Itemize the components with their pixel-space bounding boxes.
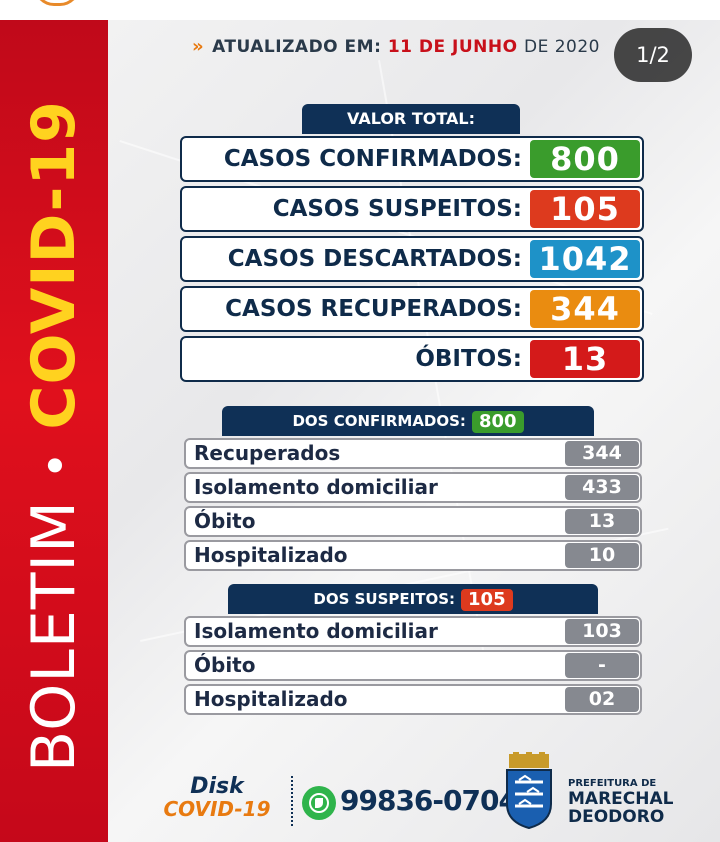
total-value: 800 <box>530 140 640 178</box>
suspected-header-label: DOS SUSPEITOS: <box>313 590 456 608</box>
detail-value: - <box>565 653 639 678</box>
detail-value: 10 <box>565 543 639 568</box>
confirmed-count-badge: 800 <box>471 410 524 433</box>
total-value: 1042 <box>530 240 640 278</box>
suspected-row: Isolamento domiciliar 103 <box>184 616 642 647</box>
sidebar-banner: BOLETIM • COVID-19 <box>0 20 108 842</box>
confirmed-row: Óbito 13 <box>184 506 642 537</box>
story-ring-icon <box>34 0 80 6</box>
detail-label: Isolamento domiciliar <box>194 619 438 643</box>
title-boletim: BOLETIM <box>19 500 89 772</box>
detail-value: 13 <box>565 509 639 534</box>
total-value: 344 <box>530 290 640 328</box>
total-row-deaths: ÓBITOS: 13 <box>180 336 644 382</box>
chevron-right-double-icon: » <box>192 36 203 57</box>
city-crest-icon <box>506 752 552 830</box>
top-strip <box>0 0 720 20</box>
updated-year: DE 2020 <box>524 37 600 57</box>
total-row-discarded: CASOS DESCARTADOS: 1042 <box>180 236 644 282</box>
detail-value: 02 <box>565 687 639 712</box>
confirmed-header-label: DOS CONFIRMADOS: <box>292 412 466 430</box>
total-header: VALOR TOTAL: <box>302 104 520 134</box>
covid-bulletin-poster: BOLETIM • COVID-19 » ATUALIZADO EM: 11 DE … <box>0 20 720 842</box>
total-value: 13 <box>530 340 640 378</box>
detail-value: 103 <box>565 619 639 644</box>
detail-label: Recuperados <box>194 441 341 465</box>
phone-number[interactable]: 99836-0704 <box>340 784 518 817</box>
detail-value: 344 <box>565 441 639 466</box>
detail-label: Isolamento domiciliar <box>194 475 438 499</box>
org-line-2: MARECHAL <box>568 789 674 809</box>
total-row-recovered: CASOS RECUPERADOS: 344 <box>180 286 644 332</box>
confirmed-row: Hospitalizado 10 <box>184 540 642 571</box>
detail-label: Hospitalizado <box>194 543 348 567</box>
suspected-row: Óbito - <box>184 650 642 681</box>
total-label: CASOS CONFIRMADOS: <box>223 146 522 172</box>
total-label: CASOS RECUPERADOS: <box>225 296 522 322</box>
total-row-confirmed: CASOS CONFIRMADOS: 800 <box>180 136 644 182</box>
disk-covid-label: COVID-19 <box>163 797 271 821</box>
confirmed-header: DOS CONFIRMADOS: 800 <box>222 406 594 436</box>
prefeitura-logo: PREFEITURA DE MARECHAL DEODORO <box>568 778 673 826</box>
detail-label: Óbito <box>194 509 256 533</box>
total-row-suspected: CASOS SUSPEITOS: 105 <box>180 186 644 232</box>
detail-label: Hospitalizado <box>194 687 348 711</box>
disk-covid-logo: Disk COVID-19 <box>152 774 282 821</box>
detail-label: Óbito <box>194 653 256 677</box>
updated-line: » ATUALIZADO EM: 11 DE JUNHO DE 2020 <box>192 36 600 57</box>
org-line-3: DEODORO <box>568 807 665 827</box>
disk-label: Disk <box>190 774 244 799</box>
total-label: CASOS DESCARTADOS: <box>227 246 522 272</box>
whatsapp-icon <box>302 786 336 820</box>
page-indicator: 1/2 <box>614 28 692 82</box>
total-label: CASOS SUSPEITOS: <box>272 196 522 222</box>
total-label: ÓBITOS: <box>415 346 522 372</box>
title-separator: • <box>34 451 81 479</box>
confirmed-row: Recuperados 344 <box>184 438 642 469</box>
confirmed-row: Isolamento domiciliar 433 <box>184 472 642 503</box>
suspected-row: Hospitalizado 02 <box>184 684 642 715</box>
suspected-count-badge: 105 <box>461 588 513 611</box>
total-value: 105 <box>530 190 640 228</box>
org-line-1: PREFEITURA DE <box>568 778 657 789</box>
footer-divider <box>291 776 293 826</box>
detail-value: 433 <box>565 475 639 500</box>
vertical-title: BOLETIM • COVID-19 <box>19 100 89 772</box>
updated-date: 11 DE JUNHO <box>387 37 518 57</box>
suspected-header: DOS SUSPEITOS: 105 <box>228 584 598 614</box>
updated-prefix: ATUALIZADO EM: <box>212 37 382 57</box>
title-covid: COVID-19 <box>19 100 89 430</box>
